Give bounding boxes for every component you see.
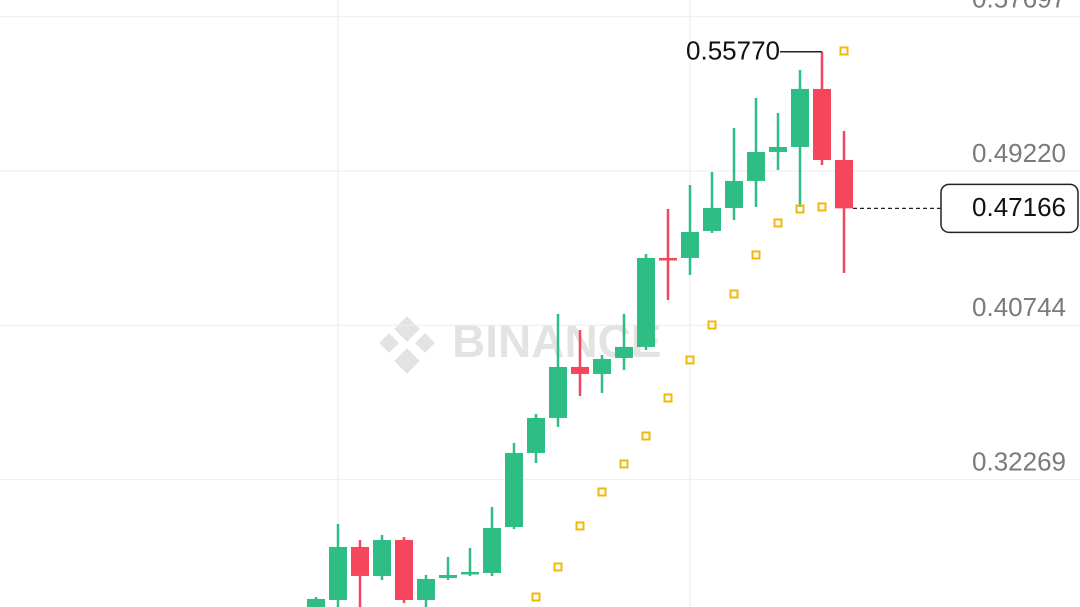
sar-dot bbox=[575, 521, 585, 531]
candle-body bbox=[703, 207, 721, 231]
sar-dot bbox=[751, 250, 761, 260]
sar-dot bbox=[817, 202, 827, 212]
candle-body bbox=[461, 571, 479, 575]
candle-body bbox=[725, 180, 743, 208]
sar-dot bbox=[619, 459, 629, 469]
candle-body bbox=[615, 346, 633, 358]
candle-body bbox=[329, 546, 347, 600]
candle-body bbox=[307, 598, 325, 607]
candle-body bbox=[505, 452, 523, 527]
candle-body bbox=[835, 159, 853, 209]
candle-body bbox=[417, 578, 435, 600]
y-tick-label: 0.32269 bbox=[972, 446, 1066, 476]
candle-body bbox=[791, 88, 809, 147]
candle-body bbox=[571, 366, 589, 374]
sar-dot bbox=[839, 46, 849, 56]
sar-dot bbox=[531, 592, 541, 602]
candle-body bbox=[439, 574, 457, 578]
sar-dot bbox=[685, 355, 695, 365]
candle-body bbox=[593, 358, 611, 374]
candle-body bbox=[483, 527, 501, 573]
sar-dot bbox=[553, 562, 563, 572]
candle-body bbox=[769, 146, 787, 152]
y-tick-label: 0.57697 bbox=[972, 0, 1066, 13]
candle-body bbox=[527, 417, 545, 453]
sar-dot bbox=[773, 218, 783, 228]
candle-body bbox=[351, 546, 369, 576]
last-price-box bbox=[940, 183, 1079, 234]
candle-body bbox=[747, 151, 765, 181]
candle-body bbox=[681, 231, 699, 258]
high-marker-label: 0.55770 bbox=[686, 36, 780, 66]
last-price-label: 0.47166 bbox=[972, 192, 1066, 222]
sar-dot bbox=[641, 431, 651, 441]
sar-dot bbox=[597, 487, 607, 497]
sar-dot bbox=[707, 320, 717, 330]
candle-body bbox=[373, 539, 391, 576]
candle-body bbox=[549, 366, 567, 418]
sar-dot bbox=[795, 204, 805, 214]
candle-body bbox=[659, 257, 677, 261]
watermark-logo bbox=[379, 316, 435, 374]
y-tick-label: 0.49220 bbox=[972, 138, 1066, 168]
candle-body bbox=[637, 257, 655, 347]
candle-body bbox=[395, 539, 413, 600]
sar-dot bbox=[663, 393, 673, 403]
y-tick-label: 0.40744 bbox=[972, 292, 1066, 322]
candle-body bbox=[813, 88, 831, 160]
sar-dot bbox=[729, 289, 739, 299]
